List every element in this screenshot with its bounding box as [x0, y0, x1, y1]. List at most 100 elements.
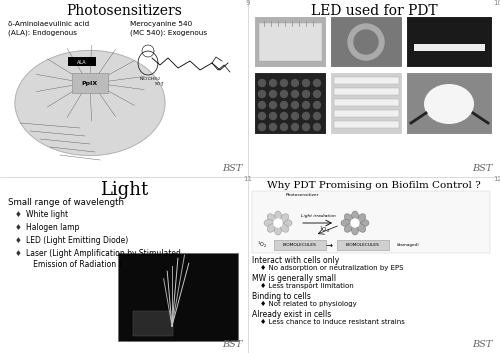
Bar [259, 23, 322, 61]
Circle shape [280, 124, 287, 131]
Text: 10: 10 [494, 0, 500, 6]
Circle shape [292, 79, 298, 86]
Circle shape [258, 79, 266, 86]
Ellipse shape [280, 224, 288, 232]
Text: $^1$O$_2$: $^1$O$_2$ [257, 240, 267, 250]
Text: Why PDT Promising on Biofilm Control ?: Why PDT Promising on Biofilm Control ? [267, 181, 481, 190]
Bar [334, 77, 399, 84]
Circle shape [280, 90, 287, 97]
Circle shape [314, 90, 320, 97]
Circle shape [258, 124, 266, 131]
Text: (damaged): (damaged) [397, 243, 420, 247]
Ellipse shape [264, 220, 274, 227]
Text: ♦ Less transport limitation: ♦ Less transport limitation [260, 283, 354, 289]
Text: Merocyanine 540
(MC 540): Exogenous: Merocyanine 540 (MC 540): Exogenous [130, 21, 207, 36]
Bar [334, 88, 399, 95]
Circle shape [292, 102, 298, 108]
Circle shape [314, 79, 320, 86]
Ellipse shape [341, 220, 351, 227]
Ellipse shape [357, 224, 366, 232]
Ellipse shape [268, 224, 276, 232]
Bar [252, 191, 490, 253]
Ellipse shape [344, 214, 353, 222]
Bar [274, 240, 326, 250]
Bar [330, 72, 403, 135]
Bar [334, 121, 399, 128]
Ellipse shape [15, 50, 165, 156]
Ellipse shape [359, 220, 369, 227]
Circle shape [314, 124, 320, 131]
Bar [334, 110, 399, 117]
Text: MW is generally small: MW is generally small [252, 274, 336, 283]
Text: δ-Aminolaevulinic acid
(ALA): Endogenous: δ-Aminolaevulinic acid (ALA): Endogenous [8, 21, 89, 36]
Bar [330, 16, 403, 68]
Circle shape [258, 102, 266, 108]
Text: SO$_3^-$: SO$_3^-$ [154, 81, 166, 89]
Text: Interact with cells only: Interact with cells only [252, 256, 339, 265]
Text: ♦ Not related to physiology: ♦ Not related to physiology [260, 301, 357, 307]
Circle shape [348, 24, 384, 60]
Ellipse shape [424, 84, 474, 124]
Ellipse shape [352, 225, 358, 235]
Bar [334, 99, 399, 106]
Circle shape [314, 113, 320, 120]
Text: BIOMOLECULES: BIOMOLECULES [346, 243, 380, 247]
Bar [337, 240, 389, 250]
Text: 9: 9 [246, 0, 250, 6]
Ellipse shape [357, 214, 366, 222]
Text: ♦: ♦ [15, 223, 22, 232]
Circle shape [302, 90, 310, 97]
Text: Already exist in cells: Already exist in cells [252, 310, 331, 319]
Circle shape [258, 90, 266, 97]
Ellipse shape [280, 214, 288, 222]
Text: ALA: ALA [77, 60, 87, 65]
Circle shape [258, 113, 266, 120]
Text: ♦: ♦ [15, 210, 22, 219]
Circle shape [280, 79, 287, 86]
Bar [68, 57, 96, 66]
Circle shape [270, 113, 276, 120]
Text: 12: 12 [494, 176, 500, 182]
Text: Halogen lamp: Halogen lamp [26, 223, 80, 232]
Text: BIOMOLECULES: BIOMOLECULES [283, 243, 317, 247]
Ellipse shape [274, 225, 281, 235]
Text: Binding to cells: Binding to cells [252, 292, 311, 301]
Text: Photosensitizer: Photosensitizer [286, 193, 318, 197]
Text: ♦: ♦ [15, 236, 22, 245]
Text: 11: 11 [244, 176, 252, 182]
Text: Laser (Light Amplification by Stimulated
   Emission of Radiation ): Laser (Light Amplification by Stimulated… [26, 249, 181, 269]
Circle shape [302, 113, 310, 120]
Circle shape [302, 124, 310, 131]
Circle shape [292, 113, 298, 120]
Text: ♦ No adsorption or neutralization by EPS: ♦ No adsorption or neutralization by EPS [260, 265, 404, 271]
Bar [133, 311, 173, 336]
Circle shape [302, 102, 310, 108]
Circle shape [280, 113, 287, 120]
Ellipse shape [268, 214, 276, 222]
Bar [414, 44, 485, 51]
Circle shape [270, 124, 276, 131]
Bar [254, 16, 327, 68]
Circle shape [270, 102, 276, 108]
Ellipse shape [274, 211, 281, 221]
Text: ♦ Less chance to induce resistant strains: ♦ Less chance to induce resistant strain… [260, 319, 405, 325]
Text: White light: White light [26, 210, 68, 219]
Bar [406, 72, 493, 135]
Circle shape [354, 30, 378, 54]
Ellipse shape [344, 224, 353, 232]
Text: BST: BST [222, 340, 242, 349]
Circle shape [270, 79, 276, 86]
Bar [118, 253, 238, 341]
Text: Photosensitizers: Photosensitizers [66, 4, 182, 18]
Circle shape [270, 90, 276, 97]
Text: $^1$O$_2$: $^1$O$_2$ [320, 225, 330, 235]
Text: Light irradiation: Light irradiation [300, 214, 336, 218]
Text: →: → [326, 240, 332, 250]
Text: Light: Light [100, 181, 148, 199]
Text: LED (Light Emitting Diode): LED (Light Emitting Diode) [26, 236, 128, 245]
Bar [72, 73, 108, 93]
Text: Small range of wavelength: Small range of wavelength [8, 198, 124, 207]
Circle shape [292, 90, 298, 97]
Circle shape [292, 124, 298, 131]
Ellipse shape [352, 211, 358, 221]
